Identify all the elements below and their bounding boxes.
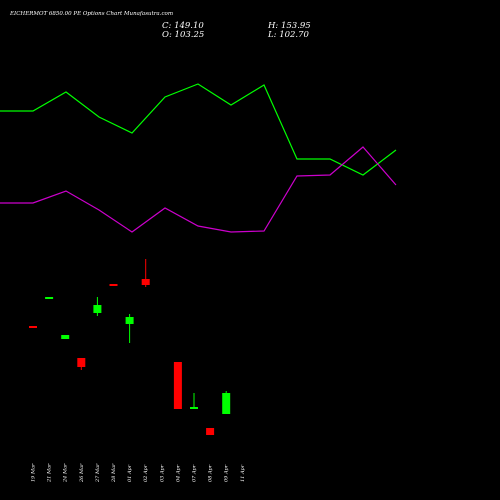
x-tick-label-6: 01 Apr <box>127 464 133 482</box>
candle-body-5 <box>109 284 118 286</box>
x-tick-label-11: 08 Apr <box>208 464 214 482</box>
x-tick-label-7: 02 Apr <box>143 464 149 482</box>
x-tick-label-2: 24 Mar <box>63 463 69 483</box>
close-value: C: 149.10 <box>162 21 204 31</box>
x-tick-label-1: 21 Mar <box>47 463 53 483</box>
x-tick-label-10: 07 Apr <box>192 464 198 482</box>
x-tick-label-9: 04 Apr <box>175 464 181 482</box>
chart-title: EICHERMOT 6850.00 PE Options Chart Munaf… <box>10 11 174 17</box>
series-line-1 <box>0 146 397 233</box>
x-tick-label-12: 09 Apr <box>224 464 230 482</box>
x-tick-label-3: 26 Mar <box>79 463 85 483</box>
x-tick-label-13: 11 Apr <box>240 464 246 482</box>
candle-body-1 <box>45 297 54 299</box>
candle-body-4 <box>93 305 102 313</box>
candle-body-0 <box>29 326 37 328</box>
candle-body-6 <box>125 317 134 324</box>
x-tick-label-0: 19 Mar <box>31 463 37 482</box>
candle-body-10 <box>190 407 198 409</box>
candle-body-12 <box>222 393 231 414</box>
open-value: O: 103.25 <box>162 30 205 40</box>
low-value: L: 102.70 <box>268 30 309 40</box>
candle-body-7 <box>141 279 150 285</box>
x-tick-label-5: 28 Mar <box>111 463 117 483</box>
candle-body-9 <box>173 362 182 409</box>
candle-body-11 <box>206 428 215 435</box>
x-tick-label-8: 03 Apr <box>159 464 165 482</box>
high-value: H: 153.95 <box>268 21 311 31</box>
candle-body-3 <box>77 358 86 367</box>
candle-body-2 <box>61 335 70 339</box>
x-tick-label-4: 27 Mar <box>95 463 101 483</box>
series-line-0 <box>0 83 397 176</box>
